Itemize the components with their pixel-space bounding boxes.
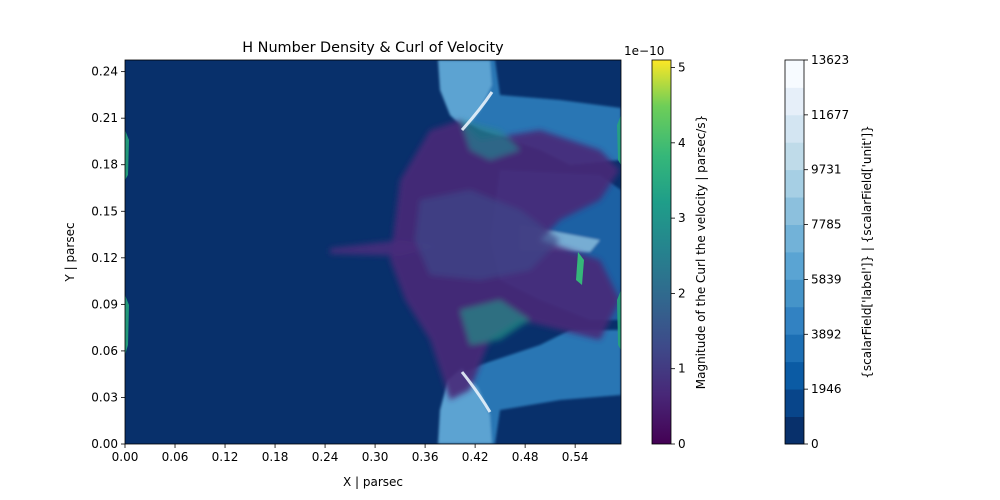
y-axis-label: Y | parsec [63, 222, 77, 282]
density-bubble-top [438, 60, 492, 130]
curl-colorbar-ticks: 0 1 2 3 4 5 [671, 61, 686, 451]
density-colorbar-ticks: 0 1946 3892 5839 7785 9731 11677 13623 [804, 53, 849, 451]
curl-colorbar-label: Magnitude of the Curl the velocity | par… [694, 115, 708, 390]
shock-streak-upper [460, 91, 494, 132]
curl-colorbar-tick-label: 0 [678, 437, 686, 451]
x-tick-label: 0.54 [562, 450, 589, 464]
x-tick-label: 0.24 [312, 450, 339, 464]
density-colorbar-level [785, 306, 804, 335]
x-tick-label: 0.36 [412, 450, 439, 464]
curl-colorbar: 0 1 2 3 4 5 1e−10 Magnitude of the Curl the v… [624, 44, 708, 451]
curl-edge-left-upper [125, 130, 129, 180]
density-colorbar-tick-label: 0 [811, 437, 819, 451]
density-colorbar-level [785, 197, 804, 225]
curl-edge-left-lower [125, 295, 129, 355]
curl-colorbar-tick-label: 3 [678, 211, 686, 225]
curl-colorbar-tick-label: 1 [678, 362, 686, 376]
x-tick-label: 0.06 [162, 450, 189, 464]
density-colorbar-tick-label: 13623 [811, 53, 849, 67]
plot-area [124, 59, 622, 445]
density-colorbar-level [785, 224, 804, 253]
field-image [125, 60, 621, 444]
y-tick-label: 0.24 [91, 65, 118, 79]
x-tick-label: 0.18 [262, 450, 289, 464]
curl-colorbar-tick-label: 2 [678, 286, 686, 300]
curl-edge-right-lower [617, 290, 621, 350]
curl-colorbar-tick-label: 4 [678, 136, 686, 150]
curl-colorbar-gradient [652, 60, 671, 444]
density-colorbar-levels [785, 60, 804, 445]
curl-colorbar-frame [651, 59, 672, 445]
curl-jet [330, 240, 440, 256]
y-tick-label: 0.21 [91, 111, 118, 125]
density-colorbar-level [785, 416, 804, 445]
y-tick-label: 0.03 [91, 390, 118, 404]
curl-edge-right-upper [617, 115, 621, 165]
density-colorbar-level [785, 169, 804, 198]
x-tick-label: 0.30 [362, 450, 389, 464]
density-colorbar-level [785, 389, 804, 417]
curl-highlight-upper [460, 120, 520, 160]
density-colorbar-tick-label: 9731 [811, 163, 842, 177]
density-colorbar-frame [784, 59, 805, 445]
density-colorbar-tick-label: 5839 [811, 272, 842, 286]
x-tick-label: 0.12 [212, 450, 239, 464]
x-tick-label: 0.42 [462, 450, 489, 464]
density-colorbar-label: {scalarField['label']} | {scalarField['u… [860, 125, 874, 378]
curl-structures [330, 120, 620, 400]
density-colorbar-level [785, 279, 804, 308]
x-axis: 0.00 0.06 0.12 0.18 0.24 0.30 0.36 0.42 0.48 0.54 [112, 444, 589, 464]
curl-colorbar-offset: 1e−10 [624, 44, 664, 58]
chart-title: H Number Density & Curl of Velocity [242, 40, 504, 56]
y-tick-label: 0.15 [91, 204, 118, 218]
curl-colorbar-tick-label: 5 [678, 61, 686, 75]
y-tick-label: 0.09 [91, 297, 118, 311]
density-colorbar-level [785, 252, 804, 280]
y-tick-label: 0.12 [91, 251, 118, 265]
plot-frame [124, 59, 622, 445]
y-tick-label: 0.06 [91, 344, 118, 358]
density-colorbar-level [785, 60, 804, 88]
shock-streak-lower [460, 371, 492, 413]
curl-region-core [415, 190, 560, 280]
density-colorbar-tick-label: 11677 [811, 108, 849, 122]
density-colorbar-tick-label: 3892 [811, 327, 842, 341]
curl-filament [576, 252, 584, 285]
x-tick-label: 0.48 [512, 450, 539, 464]
density-colorbar: 0 1946 3892 5839 7785 9731 11677 13623 {scalarF… [784, 53, 874, 451]
density-colorbar-level [785, 87, 804, 116]
y-tick-label: 0.18 [91, 158, 118, 172]
x-axis-label: X | parsec [343, 475, 403, 489]
y-tick-label: 0.00 [91, 437, 118, 451]
y-axis: 0.00 0.03 0.06 0.09 0.12 0.15 0.18 0.21 0.24 [91, 65, 125, 451]
density-colorbar-level [785, 334, 804, 363]
curl-highlight-lower [460, 300, 530, 345]
density-colorbar-level [785, 361, 804, 390]
density-colorbar-tick-label: 7785 [811, 218, 842, 232]
density-colorbar-level [785, 114, 804, 143]
x-tick-label: 0.00 [112, 450, 139, 464]
density-colorbar-level [785, 142, 804, 171]
density-colorbar-tick-label: 1946 [811, 382, 842, 396]
